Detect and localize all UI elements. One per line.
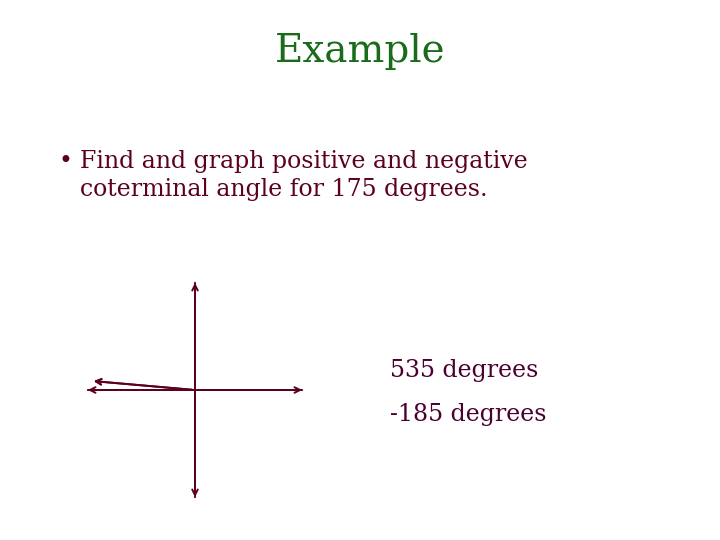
Text: 535 degrees: 535 degrees — [390, 359, 539, 381]
Text: Example: Example — [275, 33, 445, 71]
Text: Find and graph positive and negative: Find and graph positive and negative — [80, 150, 528, 173]
Text: -185 degrees: -185 degrees — [390, 403, 546, 427]
Text: •: • — [58, 150, 72, 173]
Text: coterminal angle for 175 degrees.: coterminal angle for 175 degrees. — [80, 178, 487, 201]
